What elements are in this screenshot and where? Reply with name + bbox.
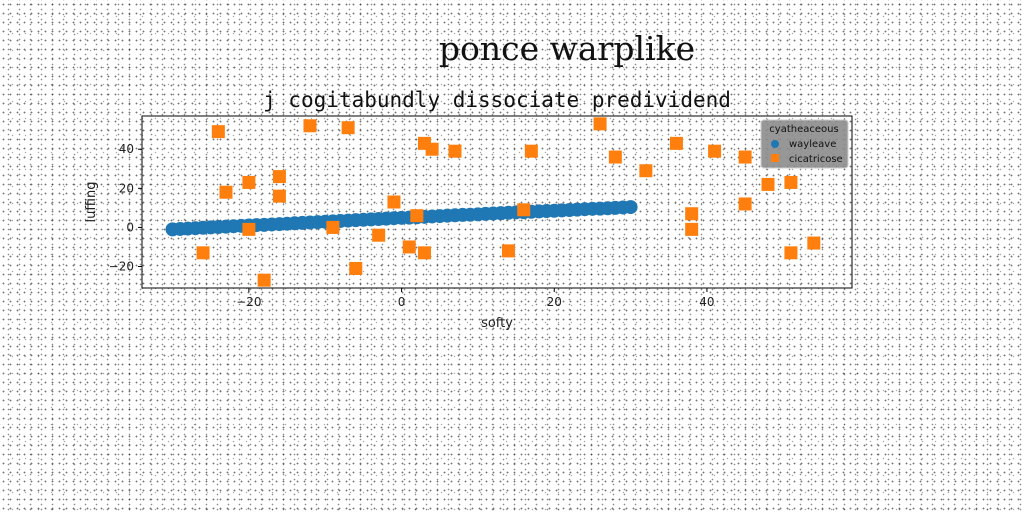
- point-cicatricose-23: [593, 117, 607, 131]
- point-cicatricose-11: [349, 261, 363, 275]
- y-tick-label: 20: [119, 181, 134, 195]
- x-tick-label: 0: [398, 295, 406, 309]
- point-cicatricose-7: [257, 273, 271, 287]
- point-cicatricose-0: [211, 125, 225, 139]
- point-cicatricose-13: [387, 195, 401, 209]
- point-cicatricose-28: [685, 222, 699, 236]
- legend-marker-wayleave: [771, 140, 779, 148]
- x-tick-label: −20: [236, 295, 261, 309]
- y-tick-label: 0: [126, 220, 134, 234]
- legend-label-cicatricose: cicatricose: [789, 154, 843, 165]
- point-cicatricose-34: [784, 175, 798, 189]
- chart-title: j cogitabundly dissociate predividend: [263, 88, 731, 112]
- x-tick-label: 20: [547, 295, 562, 309]
- point-cicatricose-18: [425, 142, 439, 156]
- point-cicatricose-14: [402, 240, 416, 254]
- point-cicatricose-9: [341, 121, 355, 135]
- point-cicatricose-27: [685, 207, 699, 221]
- point-cicatricose-29: [708, 144, 722, 158]
- point-cicatricose-1: [219, 185, 233, 199]
- point-cicatricose-6: [272, 189, 286, 203]
- point-cicatricose-4: [242, 222, 256, 236]
- point-cicatricose-31: [738, 150, 752, 164]
- x-tick-label: 40: [699, 295, 714, 309]
- point-cicatricose-15: [410, 209, 424, 223]
- point-cicatricose-10: [326, 220, 340, 234]
- y-axis-ticks: −20 0 20 40: [109, 142, 142, 274]
- point-cicatricose-25: [639, 164, 653, 178]
- point-cicatricose-35: [807, 236, 821, 250]
- point-cicatricose-32: [761, 177, 775, 191]
- axes-frame: [141, 115, 853, 289]
- legend-title: cyatheaceous: [769, 124, 838, 135]
- point-wayleave-60: [623, 200, 638, 215]
- point-cicatricose-12: [372, 228, 386, 242]
- figure-suptitle: ponce warplike: [438, 29, 696, 68]
- legend-box: [760, 119, 849, 169]
- point-cicatricose-26: [669, 136, 683, 150]
- point-cicatricose-24: [608, 150, 622, 164]
- legend-label-wayleave: wayleave: [789, 139, 836, 150]
- point-cicatricose-8: [303, 119, 317, 133]
- point-cicatricose-17: [417, 246, 431, 260]
- point-cicatricose-19: [448, 144, 462, 158]
- point-cicatricose-22: [524, 144, 538, 158]
- y-tick-label: −20: [109, 260, 134, 274]
- y-tick-label: 40: [119, 142, 134, 156]
- point-cicatricose-33: [784, 246, 798, 260]
- point-cicatricose-20: [501, 244, 515, 258]
- x-axis-ticks: −20 0 20 40: [236, 288, 715, 309]
- point-cicatricose-21: [517, 203, 531, 217]
- legend-marker-cicatricose: [771, 154, 779, 162]
- point-cicatricose-5: [272, 170, 286, 184]
- plot-marks: [165, 117, 821, 287]
- legend: cyatheaceous wayleave cicatricose: [760, 119, 849, 169]
- point-cicatricose-2: [196, 246, 210, 260]
- y-axis-label: luffing: [84, 182, 99, 223]
- point-cicatricose-30: [738, 197, 752, 211]
- x-axis-label: softy: [481, 316, 513, 331]
- point-cicatricose-3: [242, 175, 256, 189]
